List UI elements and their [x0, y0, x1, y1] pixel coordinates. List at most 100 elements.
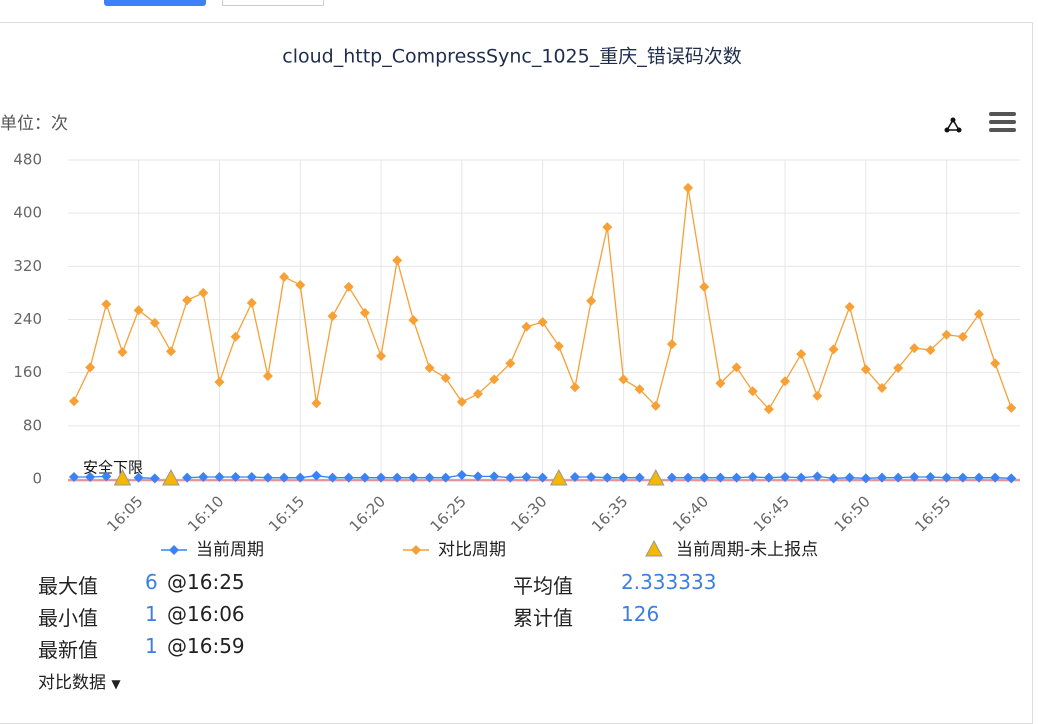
point — [877, 382, 887, 393]
point — [262, 370, 273, 381]
point — [925, 472, 936, 483]
legend-label: 当前周期-未上报点 — [676, 540, 818, 560]
network-icon[interactable] — [944, 117, 962, 133]
point — [990, 472, 1001, 483]
point — [198, 287, 209, 298]
series-line — [671, 475, 1012, 479]
point — [424, 363, 435, 374]
point — [780, 472, 791, 483]
compare-toggle[interactable]: 对比数据 ▼ — [38, 673, 121, 693]
point — [85, 362, 96, 373]
point — [101, 471, 112, 482]
x-tick-label: 16:30 — [507, 492, 550, 535]
point — [941, 472, 952, 483]
point — [925, 345, 936, 356]
y-tick-label: 240 — [13, 310, 42, 328]
point — [117, 347, 128, 358]
point — [990, 358, 1001, 369]
x-tick-label: 16:20 — [346, 492, 389, 535]
y-tick-label: 80 — [23, 416, 42, 434]
top-button-primary[interactable] — [104, 0, 206, 6]
stat-time: @16:25 — [167, 570, 245, 594]
point — [893, 363, 904, 374]
missing-point — [113, 468, 132, 486]
menu-icon[interactable] — [989, 112, 1016, 132]
point — [489, 374, 500, 385]
point — [424, 472, 435, 483]
point — [182, 472, 193, 483]
point — [246, 472, 257, 483]
point — [262, 472, 273, 483]
stat-label: 累计值 — [513, 606, 573, 630]
point — [149, 473, 160, 484]
legend-label: 当前周期 — [196, 540, 264, 560]
point — [586, 295, 597, 306]
x-tick-label: 16:40 — [669, 492, 712, 535]
point — [569, 382, 580, 393]
point — [69, 472, 79, 483]
point — [699, 281, 710, 292]
point — [666, 472, 677, 483]
x-tick-label: 16:45 — [750, 492, 793, 535]
stat-label: 最小值 — [38, 606, 98, 630]
missing-point — [549, 468, 568, 486]
point — [812, 390, 823, 401]
y-tick-label: 160 — [13, 363, 42, 381]
point — [327, 472, 338, 483]
point — [133, 472, 144, 483]
point — [941, 329, 952, 340]
point — [456, 470, 467, 481]
point — [1006, 473, 1017, 484]
point — [763, 404, 774, 415]
point — [650, 400, 661, 411]
point — [279, 472, 290, 483]
point — [602, 472, 613, 483]
y-tick-label: 400 — [13, 204, 42, 222]
point — [165, 346, 176, 357]
point — [683, 472, 694, 483]
legend-label: 对比周期 — [438, 540, 506, 560]
missing-point — [162, 468, 180, 486]
point — [602, 222, 613, 233]
point — [359, 472, 370, 483]
stat-label: 最大值 — [38, 574, 98, 598]
unit-label: 单位：次 — [0, 114, 68, 134]
point — [731, 472, 742, 483]
point — [877, 472, 887, 483]
point — [408, 472, 419, 483]
point — [909, 472, 920, 483]
point — [359, 307, 370, 318]
point — [343, 472, 354, 483]
point — [860, 473, 871, 484]
point — [780, 376, 791, 387]
point — [85, 472, 96, 483]
point — [149, 317, 160, 328]
point — [618, 472, 629, 483]
point — [343, 281, 354, 292]
point — [376, 472, 387, 483]
point — [957, 331, 968, 342]
point — [327, 311, 338, 322]
stat-value: 2.333333 — [621, 570, 717, 594]
top-button-secondary[interactable] — [222, 0, 324, 6]
y-tick-label: 320 — [13, 257, 42, 275]
point — [279, 271, 290, 282]
point — [230, 472, 241, 483]
point — [473, 388, 483, 399]
point — [246, 297, 257, 308]
point — [392, 472, 403, 483]
point — [182, 295, 193, 306]
point — [747, 386, 758, 397]
point — [731, 362, 742, 373]
point — [376, 351, 387, 362]
point — [408, 315, 419, 326]
stat-time: @16:06 — [167, 602, 245, 626]
point — [440, 472, 451, 483]
point — [634, 384, 645, 395]
point — [537, 317, 548, 328]
y-tick-label: 480 — [13, 151, 42, 169]
x-tick-label: 16:25 — [427, 492, 470, 535]
safety-limit-label: 安全下限 — [83, 459, 143, 477]
